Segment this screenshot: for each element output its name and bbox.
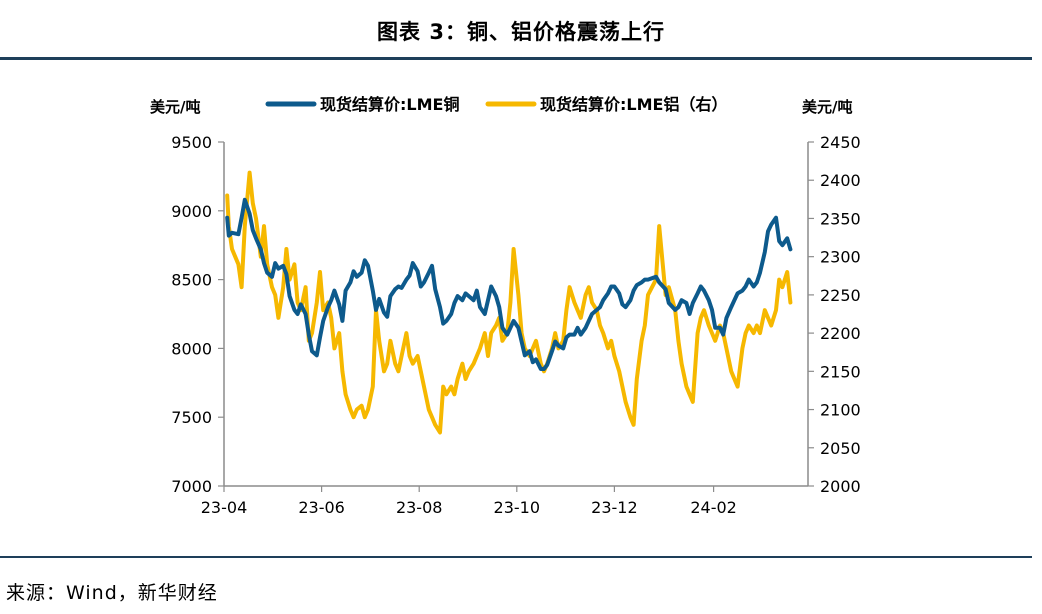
series-line-copper (225, 197, 793, 371)
left-tick-label: 7500 (171, 408, 212, 427)
right-tick-label: 2050 (820, 439, 861, 458)
left-tick-label: 8000 (171, 339, 212, 358)
x-tick-label: 23-06 (298, 498, 345, 517)
right-tick-label: 2450 (820, 133, 861, 152)
x-tick-label: 23-10 (494, 498, 541, 517)
right-tick-label: 2150 (820, 362, 861, 381)
chart-legend: 现货结算价:LME铜 现货结算价:LME铝（右） (265, 95, 727, 114)
legend-label: 现货结算价:LME铝（右） (540, 95, 727, 114)
right-axis-unit: 美元/吨 (802, 98, 852, 116)
left-axis-unit: 美元/吨 (150, 98, 200, 116)
right-tick-label: 2000 (820, 477, 861, 496)
x-tick-label: 24-02 (690, 498, 737, 517)
top-rule (0, 57, 1032, 60)
chart-axes: 7000 7500 8000 8500 9000 9500 2000 2050 2100 2150… (171, 133, 860, 517)
figure-title: 图表 3：铜、铝价格震荡上行 (377, 20, 665, 44)
x-tick-label: 23-08 (396, 498, 443, 517)
chart-series (225, 170, 793, 435)
left-tick-label: 9000 (171, 202, 212, 221)
x-tick-label: 23-12 (591, 498, 638, 517)
right-tick-label: 2100 (820, 401, 861, 420)
source-note: 来源：Wind，新华财经 (6, 582, 218, 604)
line-chart: 7000 7500 8000 8500 9000 9500 2000 2050 2100 2150… (150, 95, 861, 517)
right-tick-label: 2250 (820, 286, 861, 305)
bottom-rule (0, 556, 1032, 558)
right-tick-label: 2200 (820, 324, 861, 343)
right-tick-label: 2400 (820, 171, 861, 190)
legend-label: 现货结算价:LME铜 (320, 95, 459, 114)
right-tick-label: 2350 (820, 209, 861, 228)
left-tick-label: 7000 (171, 477, 212, 496)
x-tick-label: 23-04 (201, 498, 248, 517)
left-tick-label: 8500 (171, 271, 212, 290)
series-line-aluminium (225, 170, 793, 435)
right-tick-label: 2300 (820, 248, 861, 267)
left-tick-label: 9500 (171, 133, 212, 152)
